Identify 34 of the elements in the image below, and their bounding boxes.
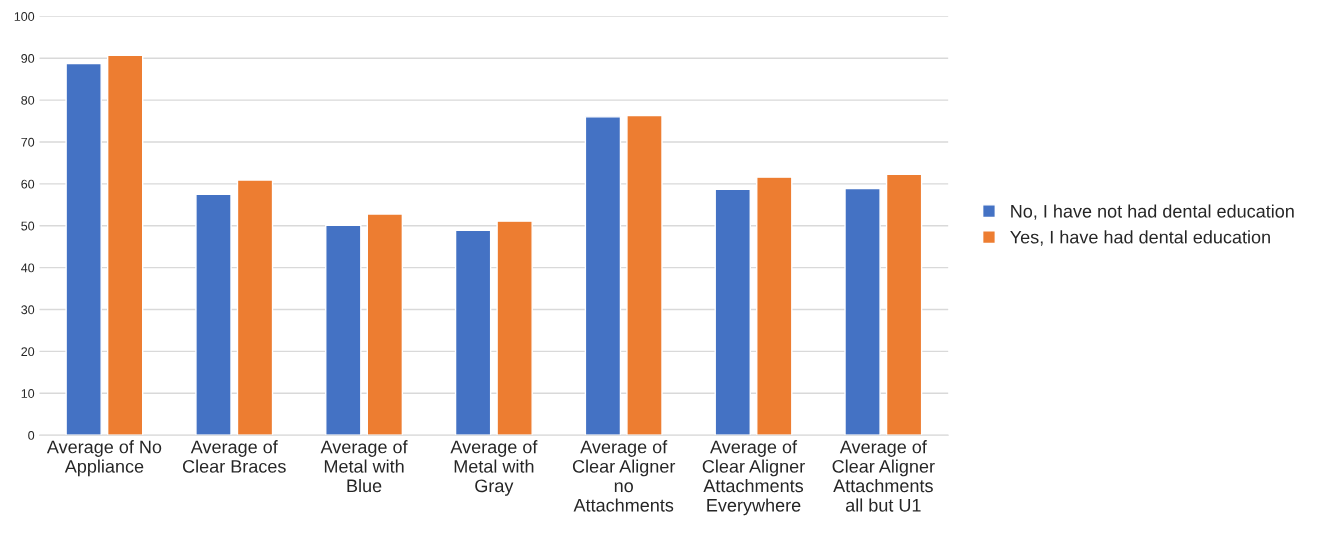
y-tick-label: 40 [21,263,35,273]
x-tick-label: Average of Clear Aligner Attachments Everywhere [702,440,805,516]
bar [236,179,274,436]
y-tick-label: 20 [21,347,35,357]
bar [454,229,492,436]
bar [496,220,533,436]
y-tick-label: 10 [21,389,35,398]
y-tick-label: 90 [21,54,35,63]
bar [65,62,102,436]
x-tick-label: Average of No Appliance [46,440,162,477]
bar [325,224,362,436]
bar [366,213,404,436]
bar [844,187,881,436]
bar [195,193,232,436]
bar [714,188,751,436]
y-tick-label: 50 [21,221,35,231]
y-tick-label: 0 [28,431,35,440]
y-tick-label: 60 [21,179,35,189]
legend-label: Yes, I have had dental education [1010,230,1270,246]
x-tick-label: Average of Metal with Blue [320,440,408,493]
x-tick-label: Average of Clear Braces [182,440,286,473]
x-tick-label: Average of Metal with Gray [450,440,538,496]
x-tick-label: Average of Clear Aligner Attachments all but U1 [832,440,935,512]
bar [584,116,622,436]
y-tick-label: 70 [21,137,35,147]
legend-label: No, I have not had dental education [1011,204,1294,220]
bar [756,176,793,436]
bar [885,173,923,436]
bar [626,114,663,436]
y-tick-label: 100 [14,12,35,21]
x-tick-label: Average of Clear Aligner no Attachments [572,440,676,512]
y-tick-label: 80 [21,95,35,105]
bar [106,54,144,436]
y-tick-label: 30 [21,305,35,315]
